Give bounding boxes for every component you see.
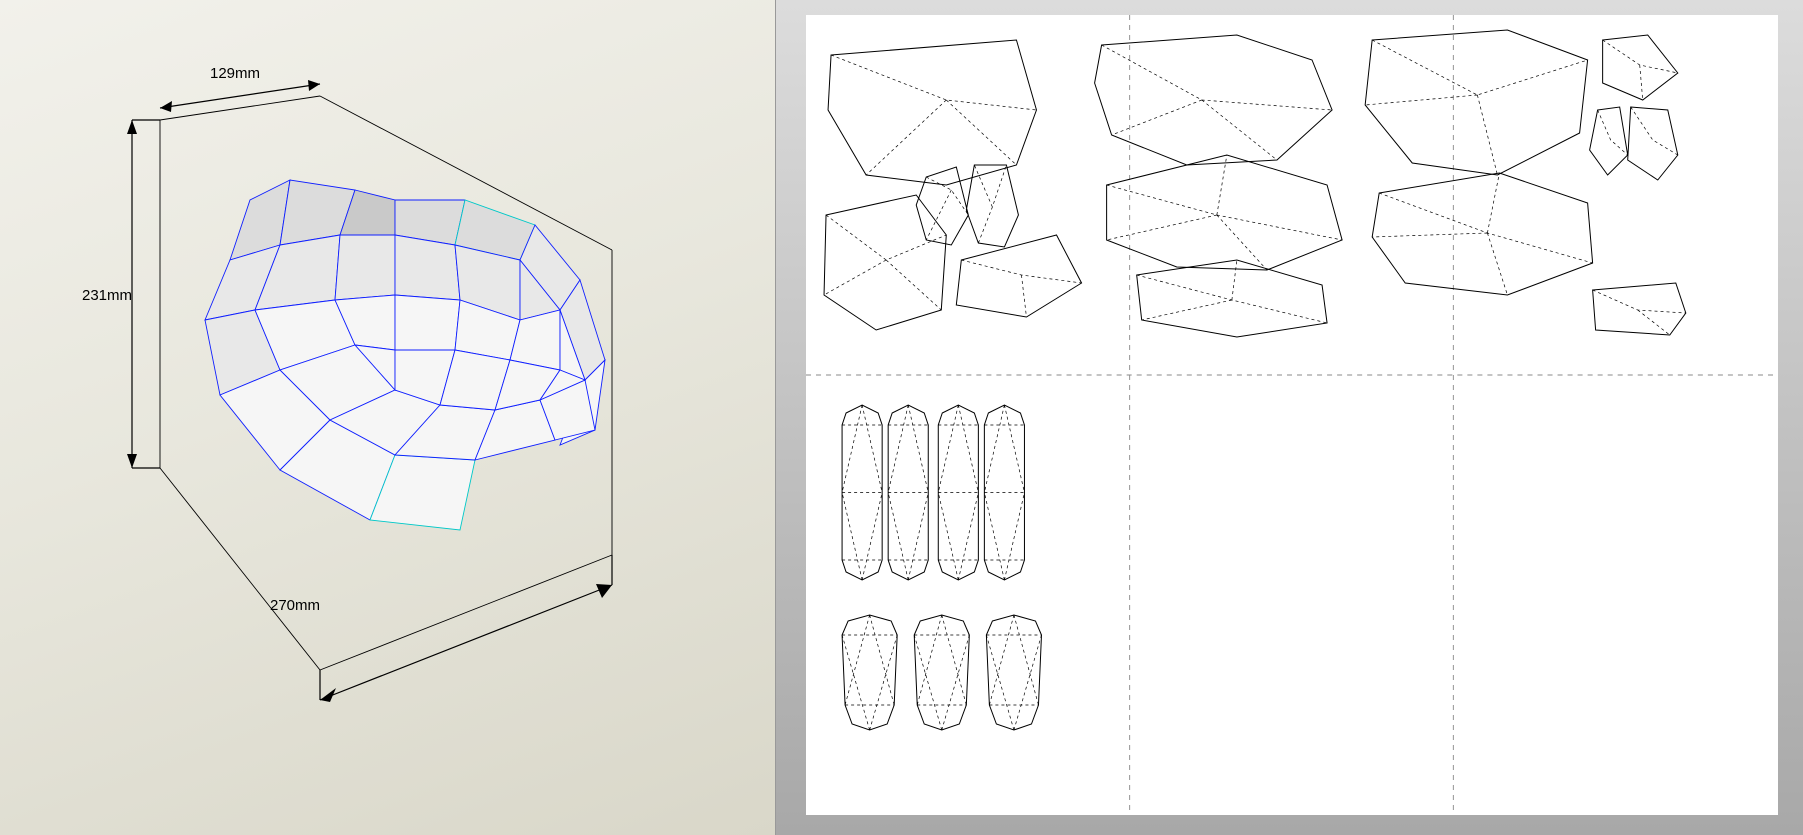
fold-line: [1102, 45, 1332, 160]
fold-line: [842, 615, 897, 730]
dimension-depth: 129mm: [160, 65, 320, 112]
fold-line: [984, 405, 1024, 580]
unfold-strip[interactable]: [984, 405, 1024, 580]
unfold-piece[interactable]: [1365, 30, 1587, 175]
unfold-piece[interactable]: [1137, 260, 1327, 337]
cut-line: [824, 195, 946, 330]
cut-line: [828, 40, 1036, 185]
unfold-small-piece[interactable]: [914, 615, 969, 730]
fold-line: [842, 405, 882, 580]
fold-line: [824, 215, 946, 310]
viewport-3d-svg[interactable]: 129mm 231mm 270mm: [0, 0, 775, 835]
cut-line: [1593, 283, 1686, 335]
fold-line: [1137, 260, 1327, 323]
mesh-face[interactable]: [395, 235, 460, 300]
unfold-piece[interactable]: [1372, 173, 1592, 295]
dimension-depth-label: 129mm: [210, 65, 260, 82]
cut-line: [1365, 30, 1587, 175]
fold-line: [926, 165, 1006, 243]
unfold-small-piece[interactable]: [842, 615, 897, 730]
unfold-small-piece[interactable]: [986, 615, 1041, 730]
unfold-piece[interactable]: [1593, 283, 1686, 335]
unfold-strip[interactable]: [888, 405, 928, 580]
fold-line: [914, 615, 969, 730]
cut-line: [1107, 155, 1342, 270]
dimension-width: 270mm: [270, 555, 612, 702]
cut-line: [1590, 35, 1678, 180]
unfold-strips[interactable]: [842, 405, 1024, 580]
cut-line: [842, 615, 897, 730]
dimension-height: 231mm: [82, 120, 160, 468]
unfold-sheet[interactable]: [806, 15, 1778, 815]
viewport-3d[interactable]: 129mm 231mm 270mm: [0, 0, 776, 835]
unfold-pieces[interactable]: [824, 30, 1686, 337]
fold-line: [1593, 290, 1686, 335]
fold-line: [986, 615, 1041, 730]
unfold-piece[interactable]: [956, 235, 1081, 317]
cut-line: [916, 165, 1018, 247]
app-root: 129mm 231mm 270mm: [0, 0, 1803, 835]
unfold-piece[interactable]: [1095, 35, 1332, 165]
fold-line: [1365, 40, 1587, 175]
mesh-face[interactable]: [335, 235, 395, 300]
fold-line: [888, 405, 928, 580]
viewport-unfold[interactable]: [776, 0, 1803, 835]
dimension-height-label: 231mm: [82, 287, 132, 304]
model-mesh[interactable]: [205, 180, 605, 530]
fold-line: [938, 405, 978, 580]
cut-line: [914, 615, 969, 730]
unfold-piece[interactable]: [1590, 35, 1678, 180]
unfold-strip[interactable]: [938, 405, 978, 580]
cut-line: [986, 615, 1041, 730]
cut-line: [956, 235, 1081, 317]
unfold-strip[interactable]: [842, 405, 882, 580]
dimension-width-label: 270mm: [270, 597, 320, 614]
unfold-piece[interactable]: [828, 40, 1036, 185]
unfold-svg[interactable]: [806, 15, 1778, 815]
fold-line: [1372, 173, 1592, 295]
unfold-small-pieces[interactable]: [842, 615, 1041, 730]
cut-line: [1372, 173, 1592, 295]
unfold-piece[interactable]: [1107, 155, 1342, 270]
mesh-face[interactable]: [395, 295, 460, 350]
fold-line: [831, 55, 1036, 175]
unfold-piece[interactable]: [916, 165, 1018, 247]
fold-line: [1107, 155, 1342, 270]
cut-line: [1095, 35, 1332, 165]
unfold-piece[interactable]: [824, 195, 946, 330]
